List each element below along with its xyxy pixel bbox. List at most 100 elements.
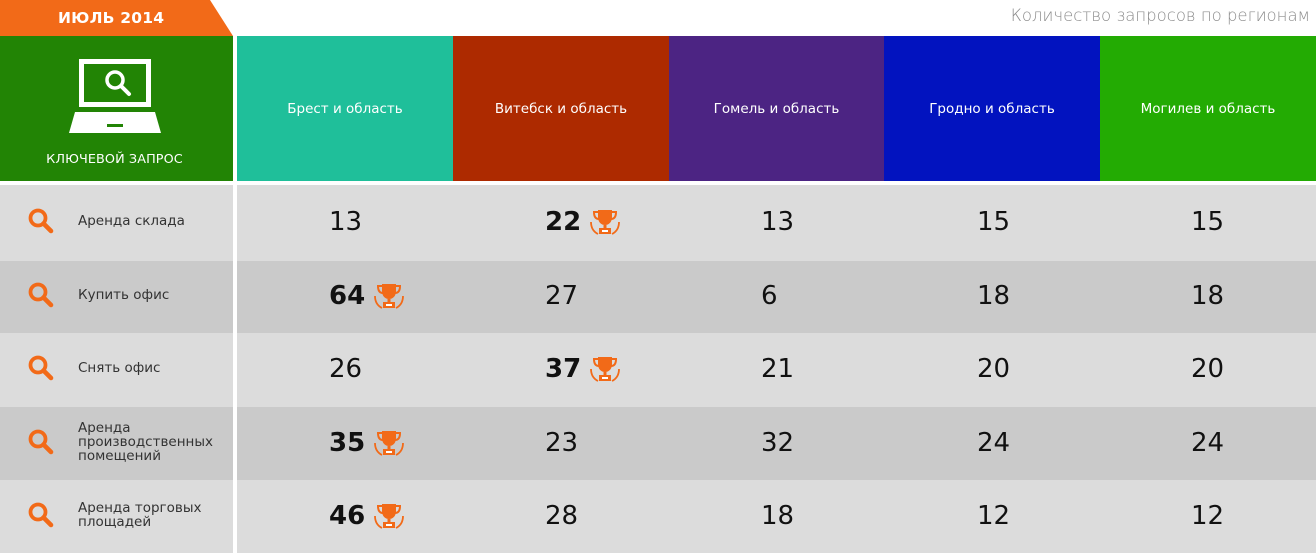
value-cell: 24 [1191, 407, 1224, 478]
value-cell: 18 [761, 480, 794, 551]
values-area [237, 333, 1316, 407]
value-cell: 26 [329, 333, 362, 405]
region-header: Гомель и область [669, 36, 884, 181]
region-header: Брест и область [237, 36, 453, 181]
value-cell-winner: 22 [545, 185, 621, 259]
value-cell: 20 [977, 333, 1010, 405]
keyword-label-line: площадей [78, 513, 152, 530]
search-icon [28, 208, 54, 234]
value-text: 23 [545, 427, 579, 458]
trophy-icon [374, 430, 405, 456]
value-text: 13 [329, 207, 363, 237]
value-text: 18 [761, 500, 795, 531]
table-row: Аренда торговых площадей 46 28 18 12 12 [0, 480, 1316, 553]
keyword-label-line: производственных [78, 433, 214, 450]
header-divider [0, 181, 1316, 185]
value-text: 6 [761, 281, 778, 311]
value-cell: 13 [329, 185, 362, 259]
value-cell: 27 [545, 261, 578, 331]
region-header: Витебск и область [453, 36, 669, 181]
date-tag: ИЮЛЬ 2014 [0, 0, 233, 36]
region-name: Гродно и область [929, 100, 1055, 117]
keyword-label-line: помещений [78, 447, 161, 464]
keyword-label-line: Купить офис [78, 287, 170, 303]
region-name: Могилев и область [1140, 100, 1276, 117]
value-cell: 23 [545, 407, 578, 478]
page-subtitle: Количество запросов по регионам [1010, 6, 1310, 25]
search-icon [28, 502, 54, 527]
keyword-label-line: Снять офис [78, 360, 161, 376]
keyword-cell: Купить офис [0, 261, 233, 333]
value-text: 20 [1191, 354, 1225, 384]
value-text: 18 [977, 281, 1011, 311]
keyword-label: Аренда торговых площадей [78, 501, 201, 529]
table-row: Аренда склада 13 22 13 15 15 [0, 185, 1316, 261]
value-cell-winner: 35 [329, 407, 405, 478]
value-text: 28 [545, 500, 579, 531]
value-cell: 13 [761, 185, 794, 259]
values-area [237, 185, 1316, 261]
value-cell-winner: 64 [329, 261, 405, 331]
keyword-column-divider [233, 0, 237, 553]
values-area [237, 480, 1316, 553]
value-text: 35 [329, 427, 366, 458]
region-header: Могилев и область [1100, 36, 1316, 181]
table-row: Купить офис 64 27 6 18 18 [0, 261, 1316, 333]
value-cell: 18 [977, 261, 1010, 331]
keyword-cell: Аренда торговых площадей [0, 480, 233, 553]
value-text: 12 [1191, 500, 1225, 531]
value-cell: 15 [1191, 185, 1224, 259]
value-text: 21 [761, 354, 795, 384]
value-cell: 32 [761, 407, 794, 478]
keyword-label-line: Аренда [78, 419, 131, 436]
value-text: 32 [761, 427, 795, 458]
keyword-cell: Аренда производственных помещений [0, 407, 233, 480]
table-row: Аренда производственных помещений 35 23 32 24 2… [0, 407, 1316, 480]
keyword-column-label: КЛЮЧЕВОЙ ЗАПРОС [46, 152, 183, 167]
value-cell-winner: 37 [545, 333, 621, 405]
value-cell: 12 [1191, 480, 1224, 551]
region-name: Витебск и область [494, 100, 628, 117]
keyword-label: Аренда склада [78, 214, 185, 228]
value-cell: 21 [761, 333, 794, 405]
search-icon [28, 282, 54, 308]
value-cell: 15 [977, 185, 1010, 259]
value-text: 46 [329, 500, 366, 531]
value-cell: 24 [977, 407, 1010, 478]
value-text: 18 [1191, 281, 1225, 311]
region-name: Брест и область [287, 100, 403, 117]
value-text: 13 [761, 207, 795, 237]
search-icon [28, 355, 54, 381]
keyword-label: Купить офис [78, 288, 169, 302]
keyword-label: Аренда производственных помещений [78, 421, 213, 463]
keyword-column-header: КЛЮЧЕВОЙ ЗАПРОС [0, 36, 233, 181]
keyword-label: Снять офис [78, 361, 160, 375]
keyword-cell: Аренда склада [0, 185, 233, 261]
value-text: 24 [977, 427, 1011, 458]
trophy-icon [590, 357, 621, 382]
table-row: Снять офис 26 37 21 20 20 [0, 333, 1316, 407]
value-cell: 12 [977, 480, 1010, 551]
value-cell: 28 [545, 480, 578, 551]
value-text: 20 [977, 354, 1011, 384]
keyword-cell: Снять офис [0, 333, 233, 407]
region-header: Гродно и область [884, 36, 1100, 181]
trophy-icon [374, 503, 405, 529]
keyword-label-line: Аренда склада [78, 213, 185, 229]
value-cell: 20 [1191, 333, 1224, 405]
value-cell: 18 [1191, 261, 1224, 331]
values-area [237, 261, 1316, 333]
values-area [237, 407, 1316, 480]
keyword-label-line: Аренда торговых [78, 499, 202, 516]
value-text: 37 [545, 354, 582, 384]
search-icon [28, 429, 54, 454]
value-text: 64 [329, 281, 366, 311]
value-text: 27 [545, 281, 579, 311]
value-text: 22 [545, 207, 582, 237]
date-tag-label: ИЮЛЬ 2014 [58, 9, 165, 27]
value-text: 15 [977, 207, 1011, 237]
value-text: 24 [1191, 427, 1225, 458]
value-text: 26 [329, 354, 363, 384]
value-cell-winner: 46 [329, 480, 405, 551]
value-text: 15 [1191, 207, 1225, 237]
